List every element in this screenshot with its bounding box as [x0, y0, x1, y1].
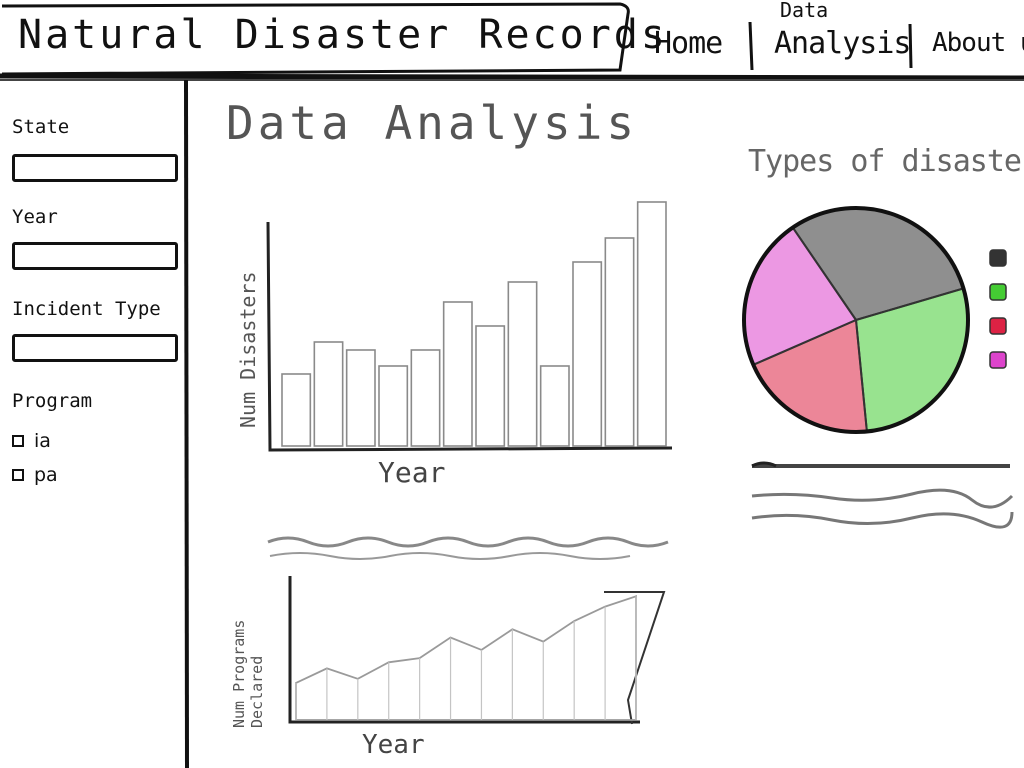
program-option-ia[interactable]: ia — [12, 430, 51, 452]
bar — [442, 301, 473, 447]
bar — [378, 365, 409, 447]
area-chart-axes — [288, 576, 640, 724]
bar — [636, 201, 667, 447]
program-option-label: pa — [34, 464, 58, 486]
pie-chart-title: Types of disasters — [748, 144, 1024, 179]
pie-slice — [791, 207, 965, 322]
state-input[interactable] — [12, 154, 178, 182]
pie-slice — [743, 226, 858, 367]
nav-home-link[interactable]: Home — [654, 26, 723, 61]
program-option-pa[interactable]: pa — [12, 464, 58, 486]
program-option-label: ia — [34, 430, 51, 452]
bar — [410, 349, 441, 447]
nav-separator — [748, 21, 754, 71]
year-label: Year — [12, 206, 58, 228]
bar — [572, 261, 603, 447]
state-label: State — [12, 116, 70, 138]
sidebar-divider — [184, 79, 189, 768]
legend-swatch — [989, 351, 1007, 369]
bar-chart-y-label: Num Disasters — [236, 271, 260, 428]
bar — [507, 281, 538, 447]
legend-swatch — [989, 249, 1007, 267]
bar — [604, 237, 635, 447]
bar — [539, 365, 570, 447]
bar-chart-axes — [266, 221, 673, 452]
program-label: Program — [12, 390, 93, 412]
nav-about-link[interactable]: About us — [932, 28, 1024, 58]
incident-type-label: Incident Type — [12, 298, 161, 320]
nav-data-analysis-link-top[interactable]: Data — [780, 0, 829, 22]
page-heading: Data Analysis — [226, 96, 639, 150]
pie-outline — [742, 206, 970, 434]
bar — [313, 341, 344, 447]
checkbox-pa[interactable] — [12, 469, 24, 481]
caption-squiggle — [267, 536, 669, 548]
bar — [475, 325, 506, 447]
legend-swatch — [989, 283, 1007, 301]
area-chart-y-label: Num Programs Declared — [230, 619, 266, 728]
bar-chart-x-label: Year — [378, 456, 446, 489]
bar — [281, 373, 312, 447]
checkbox-ia[interactable] — [12, 435, 24, 447]
incident-type-input[interactable] — [12, 334, 178, 362]
area-series — [295, 595, 637, 721]
pie-slice — [751, 318, 868, 434]
area-chart-x-label: Year — [362, 730, 425, 760]
year-input[interactable] — [12, 242, 178, 270]
bar — [345, 349, 376, 447]
pie-slice — [854, 287, 970, 433]
header-divider — [0, 73, 1024, 81]
app-title: Natural Disaster Records — [18, 12, 668, 58]
nav-data-analysis-link[interactable]: Analysis — [774, 26, 911, 61]
legend-swatch — [989, 317, 1007, 335]
